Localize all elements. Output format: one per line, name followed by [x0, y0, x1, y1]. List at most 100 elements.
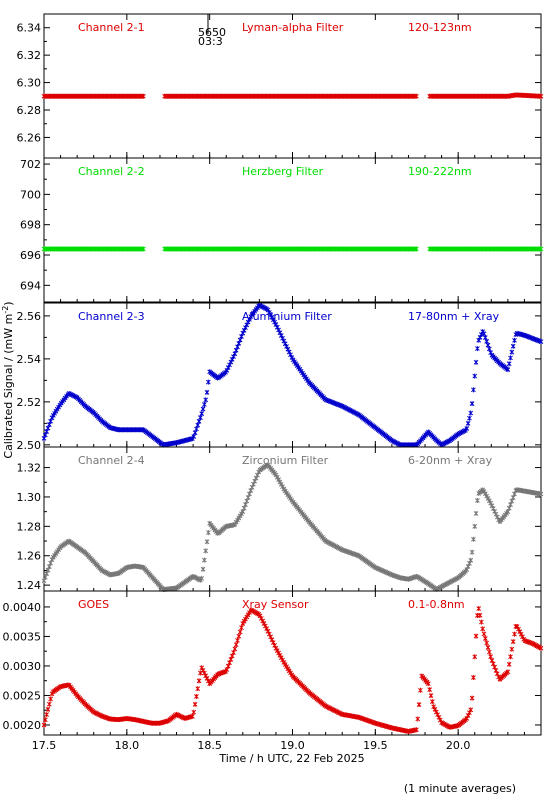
- data-point: [199, 411, 205, 417]
- y-tick-label: 2.54: [17, 353, 42, 366]
- y-tick-label: 1.32: [17, 462, 42, 475]
- data-point: [41, 722, 47, 728]
- data-point: [481, 631, 487, 637]
- data-point: [205, 379, 211, 385]
- data-point: [509, 349, 515, 355]
- y-tick-label: 696: [20, 249, 41, 262]
- data-point: [469, 695, 475, 701]
- channel-2-3-panel: 2.50 2.52 2.54 2.56 Channel 2-3 Aluminium Fil…: [17, 302, 544, 452]
- data-point: [468, 707, 474, 713]
- data-point: [510, 639, 516, 645]
- data-point: [472, 373, 478, 379]
- data-point: [192, 701, 198, 707]
- data-point: [141, 246, 146, 252]
- data-point: [484, 640, 490, 646]
- y-tick-label: 2.52: [17, 396, 42, 409]
- data-point: [473, 510, 479, 516]
- x-tick-label: 20.0: [446, 739, 471, 752]
- data-point: [200, 566, 206, 572]
- data-point: [414, 727, 419, 733]
- data-point: [538, 93, 544, 99]
- data-point: [191, 709, 197, 715]
- data-point: [486, 649, 492, 655]
- data-point: [194, 694, 199, 700]
- y-axis-title-main: Calibrated Signal / (mW m: [2, 314, 15, 459]
- x-tick-label: 18.0: [115, 739, 140, 752]
- data-point: [141, 93, 146, 99]
- channel-2-1-panel: 6.26 6.28 6.30 6.32 6.34 Channel 2-1 Lyman-alp…: [17, 13, 544, 159]
- data-point: [236, 633, 242, 639]
- goes-label-2: 0.1-0.8nm: [408, 598, 465, 611]
- data-point: [46, 701, 52, 707]
- data-point: [471, 387, 476, 393]
- data-point: [429, 699, 435, 705]
- channel-2-2-frame: [43, 157, 542, 303]
- data-point: [508, 355, 513, 361]
- data-point: [465, 420, 471, 426]
- channel-2-3-label-2: 17-80nm + Xray: [408, 310, 500, 323]
- data-point: [425, 681, 431, 687]
- data-point: [190, 713, 195, 719]
- data-point: [203, 397, 209, 403]
- data-point: [468, 410, 474, 416]
- data-point: [464, 426, 470, 432]
- data-point: [472, 523, 478, 529]
- y-tick-label: 702: [20, 158, 41, 171]
- y-tick-label: 0.0030: [3, 660, 42, 673]
- data-point: [476, 606, 482, 612]
- data-point: [538, 339, 544, 345]
- data-point: [418, 687, 423, 693]
- y-tick-label: 0.0040: [3, 601, 42, 614]
- data-point: [469, 401, 475, 407]
- goes-label-0: GOES: [78, 598, 109, 611]
- data-point: [235, 637, 240, 643]
- data-point: [468, 557, 474, 563]
- data-point: [239, 625, 244, 631]
- y-axis-title-close: ): [2, 301, 15, 305]
- y-tick-label: 2.50: [17, 439, 42, 452]
- data-point: [199, 575, 205, 581]
- y-tick-label: 6.32: [17, 49, 42, 62]
- data-point: [538, 645, 544, 651]
- y-tick-label: 698: [20, 219, 41, 232]
- data-point: [203, 548, 209, 554]
- data-point: [237, 629, 243, 635]
- data-point: [473, 359, 479, 365]
- data-point: [196, 678, 202, 684]
- data-point: [427, 687, 433, 693]
- data-point: [42, 717, 48, 723]
- data-point: [48, 696, 53, 702]
- channel-2-1-label-2: 120-123nm: [408, 21, 472, 34]
- data-point: [471, 674, 476, 680]
- data-point: [505, 669, 511, 675]
- channel-2-3-label-0: Channel 2-3: [78, 310, 145, 323]
- channel-2-2-panel: 694 696 698 700 702 Channel 2-2 Herzberg Filte…: [20, 157, 544, 303]
- data-point: [479, 619, 484, 625]
- averages-note: (1 minute averages): [404, 782, 516, 795]
- y-tick-label: 700: [20, 188, 41, 201]
- y-tick-label: 2.56: [17, 310, 42, 323]
- event-marker-top: 5650: [198, 26, 226, 39]
- y-tick-label: 1.24: [17, 579, 42, 592]
- data-point: [414, 246, 419, 252]
- data-point: [506, 361, 512, 367]
- y-tick-label: 6.26: [17, 131, 42, 144]
- y-axis-title-sup: -2: [1, 306, 10, 314]
- data-point: [469, 549, 475, 555]
- data-point: [198, 415, 203, 421]
- y-tick-label: 1.26: [17, 550, 42, 563]
- data-point: [471, 536, 476, 542]
- data-point: [477, 612, 483, 618]
- goes-panel: 0.0020 0.0025 0.0030 0.0035 0.0040 GOES Xray S…: [3, 590, 544, 736]
- channel-2-4-panel: 1.24 1.26 1.28 1.30 1.32 Channel 2-4 Zirconium…: [17, 446, 544, 592]
- panels-group: 6.26 6.28 6.30 6.32 6.34 Channel 2-1 Lyman-alp…: [3, 13, 544, 752]
- y-tick-label: 1.30: [17, 491, 42, 504]
- data-point: [510, 343, 516, 349]
- channel-2-2-label-0: Channel 2-2: [78, 165, 145, 178]
- data-point: [512, 337, 517, 343]
- data-point: [204, 539, 210, 545]
- data-point: [467, 415, 472, 421]
- channel-2-4-label-0: Channel 2-4: [78, 454, 145, 467]
- data-point: [508, 654, 513, 660]
